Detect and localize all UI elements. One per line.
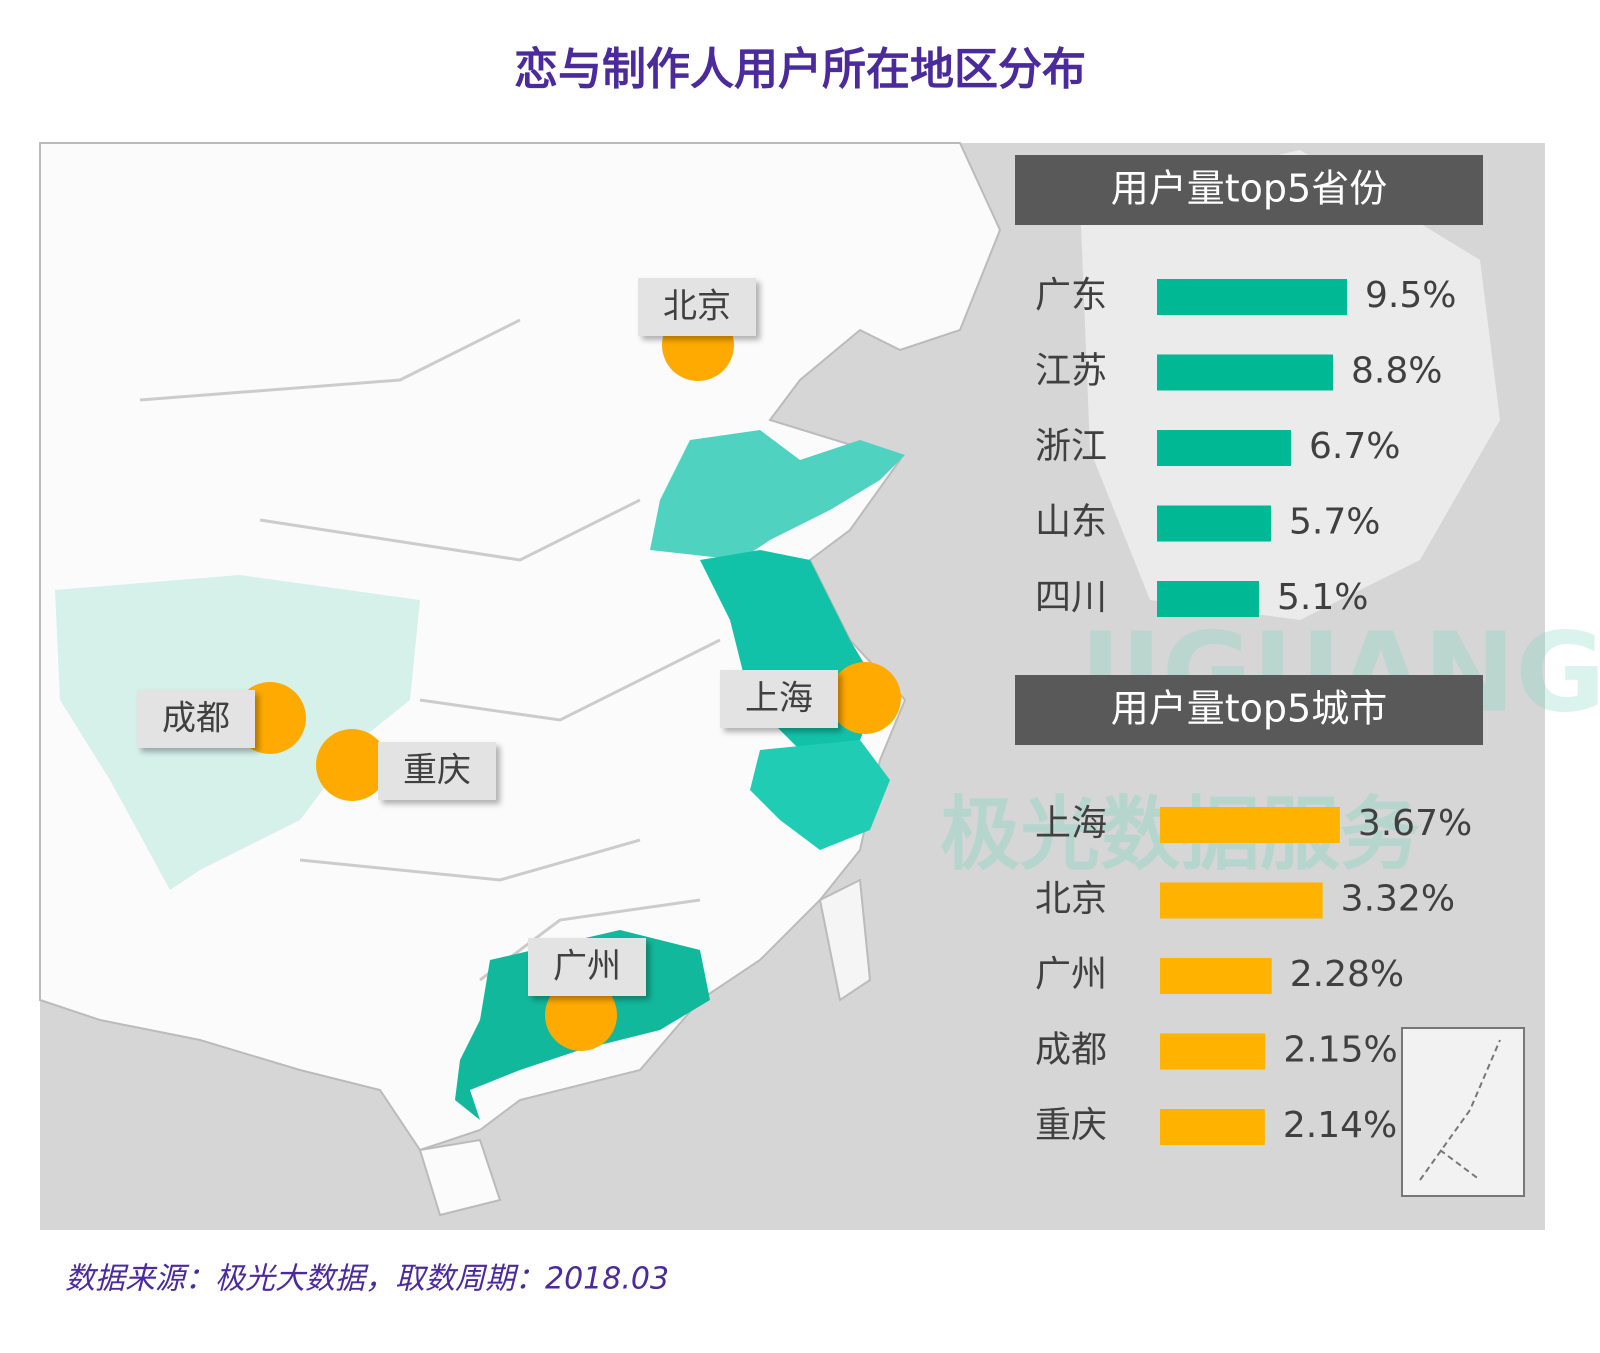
bar bbox=[1157, 354, 1333, 391]
bar bbox=[1160, 1033, 1266, 1070]
category-label: 重庆 bbox=[1035, 1105, 1107, 1146]
value-label: 3.32% bbox=[1341, 879, 1455, 920]
city-dot bbox=[829, 662, 901, 734]
category-label: 北京 bbox=[1035, 879, 1107, 920]
source: 数据来源：极光大数据，取数周期：2018.03 bbox=[65, 1262, 669, 1297]
value-label: 5.7% bbox=[1289, 502, 1380, 543]
category-label: 四川 bbox=[1035, 577, 1107, 618]
value-label: 3.67% bbox=[1358, 803, 1472, 844]
panel-title: 用户量top5省份 bbox=[1111, 167, 1387, 211]
bar bbox=[1157, 430, 1291, 466]
value-label: 2.15% bbox=[1283, 1030, 1397, 1071]
category-label: 山东 bbox=[1035, 502, 1107, 543]
city-label: 广州 bbox=[553, 947, 621, 987]
bar bbox=[1157, 505, 1271, 542]
city-label: 成都 bbox=[162, 699, 230, 739]
city-dot bbox=[316, 729, 388, 801]
bar bbox=[1157, 279, 1347, 315]
city-label: 重庆 bbox=[403, 751, 471, 791]
bar bbox=[1160, 958, 1272, 994]
city-label-box bbox=[528, 938, 646, 996]
category-label: 广东 bbox=[1035, 275, 1107, 316]
category-label: 江苏 bbox=[1035, 351, 1107, 392]
city-label-box bbox=[638, 278, 756, 336]
bar bbox=[1160, 1109, 1265, 1145]
panel-header bbox=[1015, 675, 1483, 745]
category-label: 广州 bbox=[1035, 954, 1107, 995]
city-label-box bbox=[720, 670, 838, 728]
panel-header bbox=[1015, 155, 1483, 225]
value-label: 8.8% bbox=[1351, 351, 1442, 392]
bar bbox=[1157, 581, 1259, 617]
value-label: 6.7% bbox=[1309, 426, 1400, 467]
value-label: 5.1% bbox=[1277, 577, 1368, 618]
city-label: 上海 bbox=[745, 679, 813, 719]
title: 恋与制作人用户所在地区分布 bbox=[514, 44, 1086, 95]
category-label: 浙江 bbox=[1035, 426, 1107, 467]
category-label: 成都 bbox=[1035, 1030, 1107, 1071]
bar bbox=[1160, 882, 1323, 919]
city-label: 北京 bbox=[663, 287, 731, 327]
bar bbox=[1160, 807, 1340, 843]
value-label: 9.5% bbox=[1365, 275, 1456, 316]
category-label: 上海 bbox=[1035, 803, 1107, 844]
city-dot bbox=[545, 979, 617, 1051]
panel-title: 用户量top5城市 bbox=[1111, 687, 1387, 731]
city-label-box bbox=[137, 690, 255, 748]
value-label: 2.14% bbox=[1283, 1105, 1397, 1146]
city-label-box bbox=[378, 742, 496, 800]
value-label: 2.28% bbox=[1290, 954, 1404, 995]
